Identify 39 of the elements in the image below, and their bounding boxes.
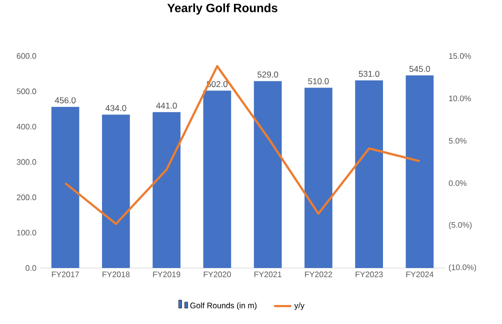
data-label: 456.0 (54, 97, 76, 104)
data-label: 529.0 (258, 72, 278, 78)
data-label: 510.0 (308, 78, 329, 84)
y2-tick-label: 15.0% (449, 53, 471, 59)
bar (102, 114, 130, 268)
x-tick-label: FY2021 (254, 272, 282, 278)
y-tick-label: 0.0 (26, 265, 36, 271)
y-tick-label: 100.0 (17, 230, 36, 236)
y2-tick-label: (5.0%) (449, 222, 472, 230)
y-tick-label: 500.0 (16, 88, 36, 94)
legend-label: Golf Rounds (in m) (190, 302, 257, 310)
bar (51, 106, 80, 268)
chart-title: Yearly Golf Rounds (167, 3, 278, 15)
bar (203, 90, 232, 268)
bar (254, 81, 282, 268)
bar (355, 80, 383, 268)
data-label: 441.0 (156, 102, 177, 109)
y-tick-label: 300.0 (16, 159, 36, 165)
data-label: 545.0 (409, 66, 430, 72)
x-tick-label: FY2018 (102, 272, 130, 278)
y-tick-label: 400.0 (16, 124, 36, 130)
y-tick-label: 200.0 (16, 194, 36, 200)
data-label: 434.0 (105, 105, 126, 112)
x-tick-label: FY2022 (305, 272, 332, 278)
x-tick-label: FY2023 (356, 272, 383, 278)
legend-label: y/y (294, 302, 304, 310)
bar (304, 88, 332, 268)
y2-tick-label: (10.0%) (449, 264, 476, 272)
x-tick-label: FY2019 (153, 272, 180, 278)
bar (152, 112, 180, 268)
x-tick-label: FY2017 (52, 272, 79, 278)
y2-tick-label: 10.0% (449, 96, 471, 102)
x-tick-label: FY2024 (406, 272, 434, 278)
data-label: 531.0 (358, 70, 380, 77)
x-tick-label: FY2020 (204, 272, 231, 278)
y2-tick-label: 0.0% (448, 180, 466, 186)
y2-tick-label: 5.0% (448, 138, 466, 144)
y-tick-label: 600.0 (16, 53, 36, 59)
bar (406, 75, 434, 268)
